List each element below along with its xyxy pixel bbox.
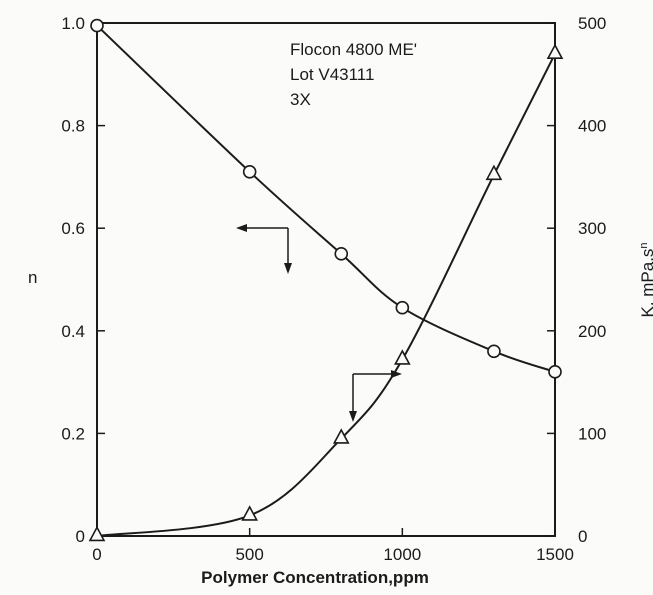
y-left-tick-label: 0.2 — [61, 424, 85, 443]
n-data-point — [487, 344, 501, 359]
k-series-line — [96, 53, 556, 537]
x-tick-label: 1500 — [536, 545, 574, 564]
y-right-tick-label: 300 — [578, 219, 606, 238]
left-axis-arrow-down-head — [284, 263, 292, 274]
n-data-point — [334, 247, 349, 261]
ticks-layer: 0 500 1000 150000.20.40.60.81.0010020030040… — [61, 14, 606, 564]
y-right-axis-label: K, mPa.sn — [638, 242, 653, 317]
y-left-tick-label: 0.8 — [61, 117, 85, 136]
k-data-point — [393, 349, 411, 365]
x-axis-label: Polymer Concentration,ppm — [201, 568, 429, 587]
markers-layer — [88, 18, 564, 542]
y-left-axis-label: n — [28, 268, 37, 287]
right-axis-arrow-down-head — [349, 411, 357, 422]
y-right-tick-label: 400 — [578, 117, 606, 136]
annotation-block: Flocon 4800 ME' Lot V43111 3X — [290, 40, 417, 109]
n-data-point — [548, 365, 562, 379]
y-right-label-superscript: n — [638, 242, 650, 248]
left-axis-arrowhead — [236, 224, 247, 232]
y-right-label-main: K, mPa.s — [638, 249, 653, 318]
y-right-tick-label: 200 — [578, 322, 606, 341]
y-left-tick-label: 0 — [76, 527, 85, 546]
arrows-layer — [236, 224, 402, 422]
k-data-point — [332, 428, 350, 444]
right-axis-arrowhead — [391, 370, 402, 378]
y-right-tick-label: 0 — [578, 527, 587, 546]
plot-border — [96, 22, 556, 537]
x-tick-label: 500 — [235, 545, 263, 564]
x-tick-label: 1000 — [383, 545, 421, 564]
y-right-tick-label: 500 — [578, 14, 606, 33]
svg-text:K, mPa.sn: K, mPa.sn — [638, 242, 653, 317]
k-data-point — [88, 525, 106, 542]
k-data-point — [546, 43, 564, 60]
annotation-line-1: Flocon 4800 ME' — [290, 40, 417, 59]
x-tick-label: 0 — [92, 545, 101, 564]
k-data-point — [241, 505, 259, 521]
annotation-line-3: 3X — [290, 90, 311, 109]
plot-frame — [96, 22, 556, 537]
y-left-tick-label: 0.6 — [61, 219, 85, 238]
k-data-point — [485, 164, 503, 181]
y-left-tick-label: 1.0 — [61, 14, 85, 33]
n-data-point — [90, 18, 104, 33]
n-data-point — [242, 164, 257, 179]
n-data-point — [395, 300, 410, 315]
series-layer — [96, 24, 556, 537]
y-left-tick-label: 0.4 — [61, 322, 85, 341]
annotation-line-2: Lot V43111 — [290, 65, 374, 84]
y-right-tick-label: 100 — [578, 424, 606, 443]
